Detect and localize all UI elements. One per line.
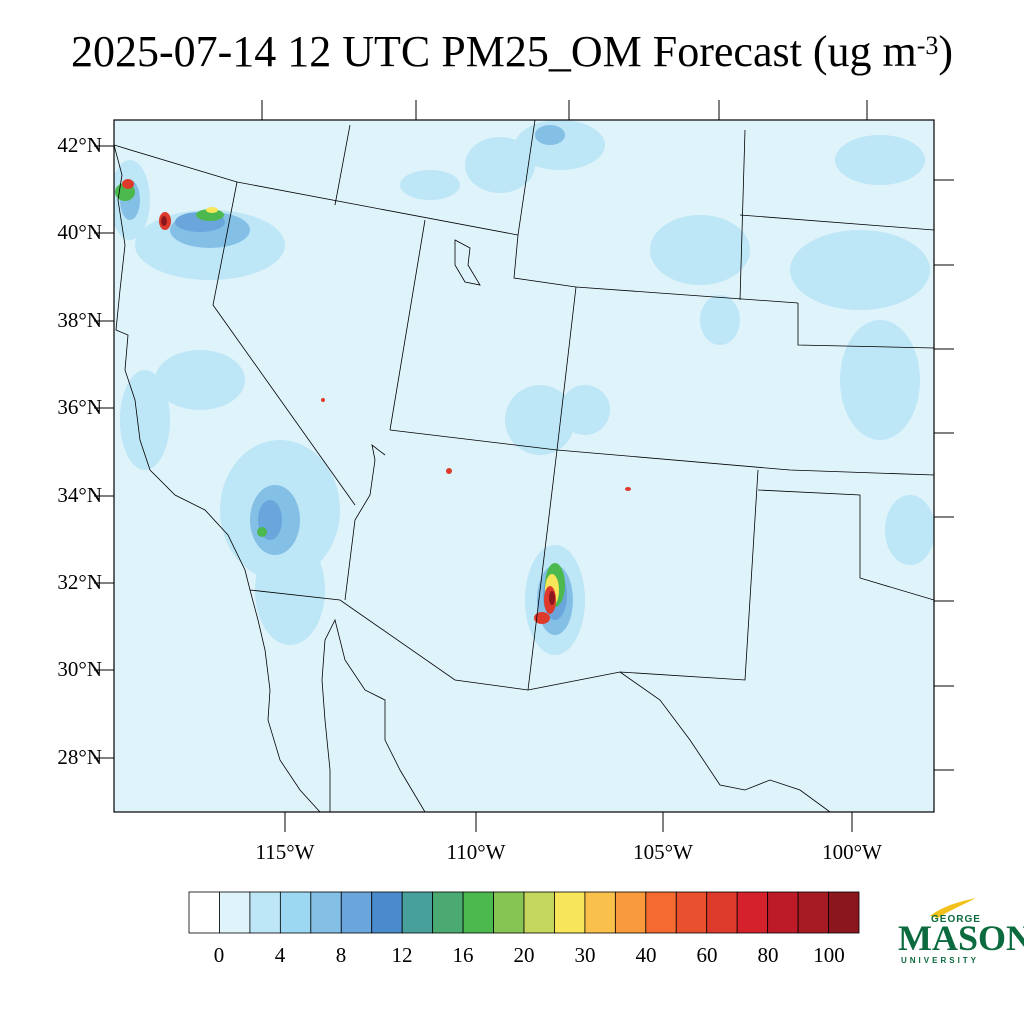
colorbar-swatch <box>462 891 494 934</box>
colorbar-swatch <box>584 891 616 934</box>
colorbar-swatch <box>523 891 555 934</box>
george-mason-logo: GEORGE MASON UNIVERSITY <box>898 896 1024 968</box>
colorbar-swatch <box>645 891 677 934</box>
colorbar-swatch <box>828 891 860 934</box>
colorbar-label: 30 <box>574 943 596 967</box>
lon-label-115: 115°W <box>255 840 315 864</box>
lat-label-36: 36°N <box>57 395 102 419</box>
colorbar <box>188 891 860 934</box>
colorbar-swatch <box>219 891 251 934</box>
colorbar-label: 20 <box>513 943 535 967</box>
colorbar-swatch <box>310 891 342 934</box>
colorbar-label: 4 <box>274 943 286 967</box>
colorbar-label: 100 <box>813 943 845 967</box>
colorbar-swatch <box>767 891 799 934</box>
colorbar-label: 80 <box>757 943 779 967</box>
lon-label-100: 100°W <box>822 840 882 864</box>
lat-label-40: 40°N <box>57 220 102 244</box>
colorbar-swatch <box>401 891 434 934</box>
lon-label-110: 110°W <box>446 840 506 864</box>
colorbar-swatch <box>614 891 647 934</box>
lat-label-32: 32°N <box>57 570 102 594</box>
colorbar-label: 12 <box>391 943 413 967</box>
swoosh-icon <box>930 898 976 918</box>
colorbar-swatch <box>797 891 829 934</box>
lat-label-38: 38°N <box>57 308 102 332</box>
lat-label-28: 28°N <box>57 745 102 769</box>
colorbar-swatch <box>188 891 220 934</box>
colorbar-swatch <box>371 891 403 934</box>
colorbar-swatch <box>736 891 769 934</box>
colorbar-label: 60 <box>696 943 718 967</box>
colorbar-swatch <box>432 891 464 934</box>
lat-label-34: 34°N <box>57 483 102 507</box>
colorbar-label: 8 <box>335 943 347 967</box>
colorbar-label: 16 <box>452 943 474 967</box>
colorbar-swatch <box>554 891 586 934</box>
colorbar-label: 0 <box>213 943 225 967</box>
colorbar-swatch <box>279 891 312 934</box>
lat-label-30: 30°N <box>57 657 102 681</box>
lat-label-42: 42°N <box>57 133 102 157</box>
concentration-field <box>114 120 934 812</box>
colorbar-swatch <box>340 891 373 934</box>
lon-label-105: 105°W <box>633 840 693 864</box>
map-title: 2025-07-14 12 UTC PM25_OM Forecast (ug m… <box>70 27 954 76</box>
colorbar-swatch <box>249 891 281 934</box>
colorbar-label: 40 <box>635 943 657 967</box>
colorbar-swatch <box>675 891 708 934</box>
colorbar-swatch <box>706 891 738 934</box>
colorbar-swatch <box>493 891 525 934</box>
